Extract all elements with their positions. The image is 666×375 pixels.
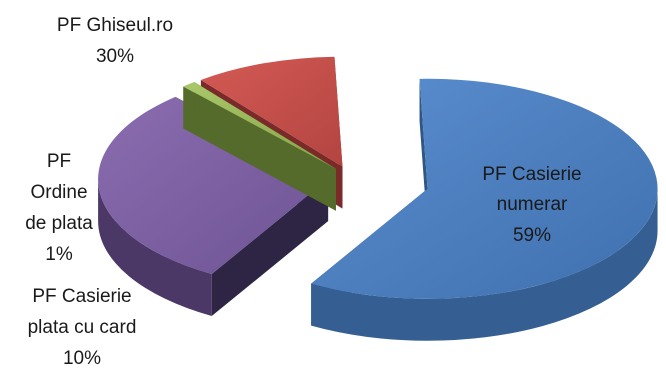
ghiseul-side-0 (98, 179, 212, 317)
label-casierie-card: PF Casierie plata cu card 10% (28, 286, 137, 369)
casierie-card-top (200, 56, 343, 167)
casierie-numerar-side-0 (311, 188, 658, 341)
label-card-percent: 10% (63, 348, 101, 369)
ghiseul-wall-0 (211, 179, 329, 317)
label-ordine-line1: PF (47, 151, 71, 172)
ghiseul-top (98, 96, 329, 275)
pie-slice-ordine-plata (183, 82, 336, 211)
label-numerar-line2: numerar (497, 194, 568, 215)
ordine-plata-wall-1 (194, 82, 336, 211)
pie-slice-casierie-numerar (311, 78, 658, 341)
label-card-line2: plata cu card (28, 317, 137, 338)
label-ordine-line3: de plata (25, 213, 93, 234)
casierie-numerar-top (311, 78, 658, 299)
ordine-plata-top (183, 82, 336, 169)
label-ordine-line2: Ordine (30, 182, 87, 203)
label-ghiseul-percent: 30% (96, 46, 134, 67)
label-ordine-plata: PF Ordine de plata 1% (25, 151, 93, 265)
label-ghiseul: PF Ghiseul.ro 30% (57, 15, 173, 67)
label-casierie-numerar: PF Casierie numerar 59% (482, 164, 581, 246)
label-ghiseul-name: PF Ghiseul.ro (57, 15, 173, 36)
label-ordine-percent: 1% (45, 244, 73, 265)
label-numerar-percent: 59% (513, 225, 551, 246)
label-card-line1: PF Casierie (32, 286, 131, 307)
label-numerar-line1: PF Casierie (482, 164, 581, 185)
